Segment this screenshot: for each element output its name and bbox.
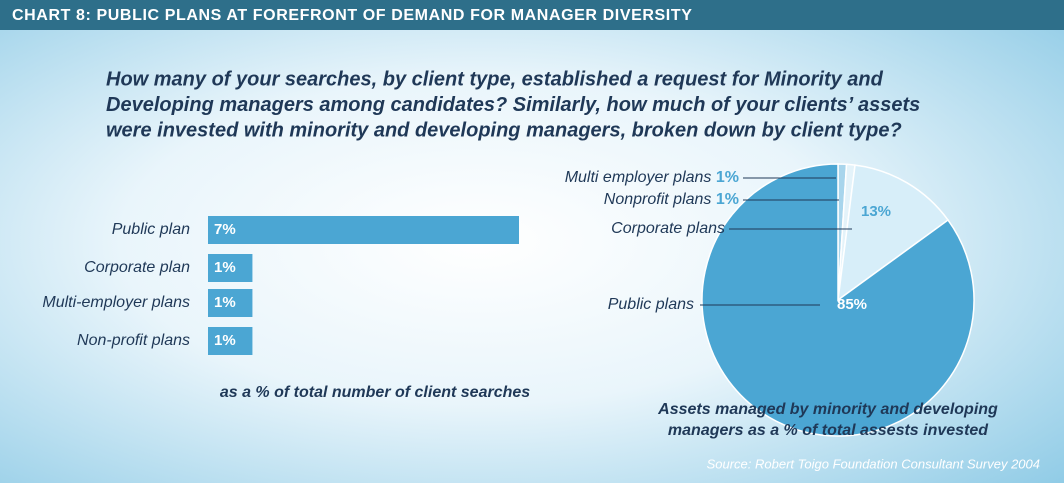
- bar: [208, 289, 253, 317]
- bar: [208, 254, 253, 282]
- pie-label: Corporate plans: [611, 220, 725, 237]
- pie-label: Nonprofit plans 1%: [604, 191, 739, 208]
- value-label: 1%: [214, 259, 236, 276]
- pie-category: Multi employer plans: [565, 169, 712, 186]
- header-title: CHART 8: PUBLIC PLANS AT FOREFRONT OF DE…: [12, 7, 692, 24]
- pie-label: Multi employer plans 1%: [565, 169, 739, 186]
- pie-slice: [701, 163, 975, 437]
- category-label: Multi-employer plans: [42, 294, 190, 311]
- question-line: were invested with minority and developi…: [106, 119, 902, 141]
- pie-category: Corporate plans: [611, 220, 725, 237]
- pie-category: Nonprofit plans: [604, 191, 712, 208]
- question-line: How many of your searches, by client typ…: [106, 68, 884, 90]
- question: How many of your searches, by client typ…: [106, 68, 920, 141]
- category-label: Non-profit plans: [77, 332, 190, 349]
- bar: [208, 327, 253, 355]
- x-axis-label: as a % of total number of client searche…: [220, 384, 530, 401]
- source: Source: Robert Toigo Foundation Consulta…: [707, 456, 1040, 471]
- pie-value-label: 13%: [861, 203, 891, 220]
- pie-slice: [837, 164, 950, 302]
- bar: [208, 216, 519, 244]
- category-label: Public plan: [112, 221, 190, 238]
- value-label: 1%: [214, 294, 236, 311]
- pie-value-label: 1%: [716, 169, 739, 186]
- header-bar: [0, 0, 1064, 30]
- category-label: Corporate plan: [84, 259, 190, 276]
- value-label: 7%: [214, 221, 236, 238]
- value-label: 1%: [214, 332, 236, 349]
- pie-value-label: 85%: [837, 296, 867, 313]
- pie-label: Public plans: [608, 296, 694, 313]
- pie-caption: Assets managed by minority and developin…: [657, 401, 998, 418]
- question-line: Developing managers among candidates? Si…: [106, 94, 920, 116]
- pie-caption: managers as a % of total assests investe…: [668, 422, 989, 439]
- pie-category: Public plans: [608, 296, 694, 313]
- pie-value-label: 1%: [716, 191, 739, 208]
